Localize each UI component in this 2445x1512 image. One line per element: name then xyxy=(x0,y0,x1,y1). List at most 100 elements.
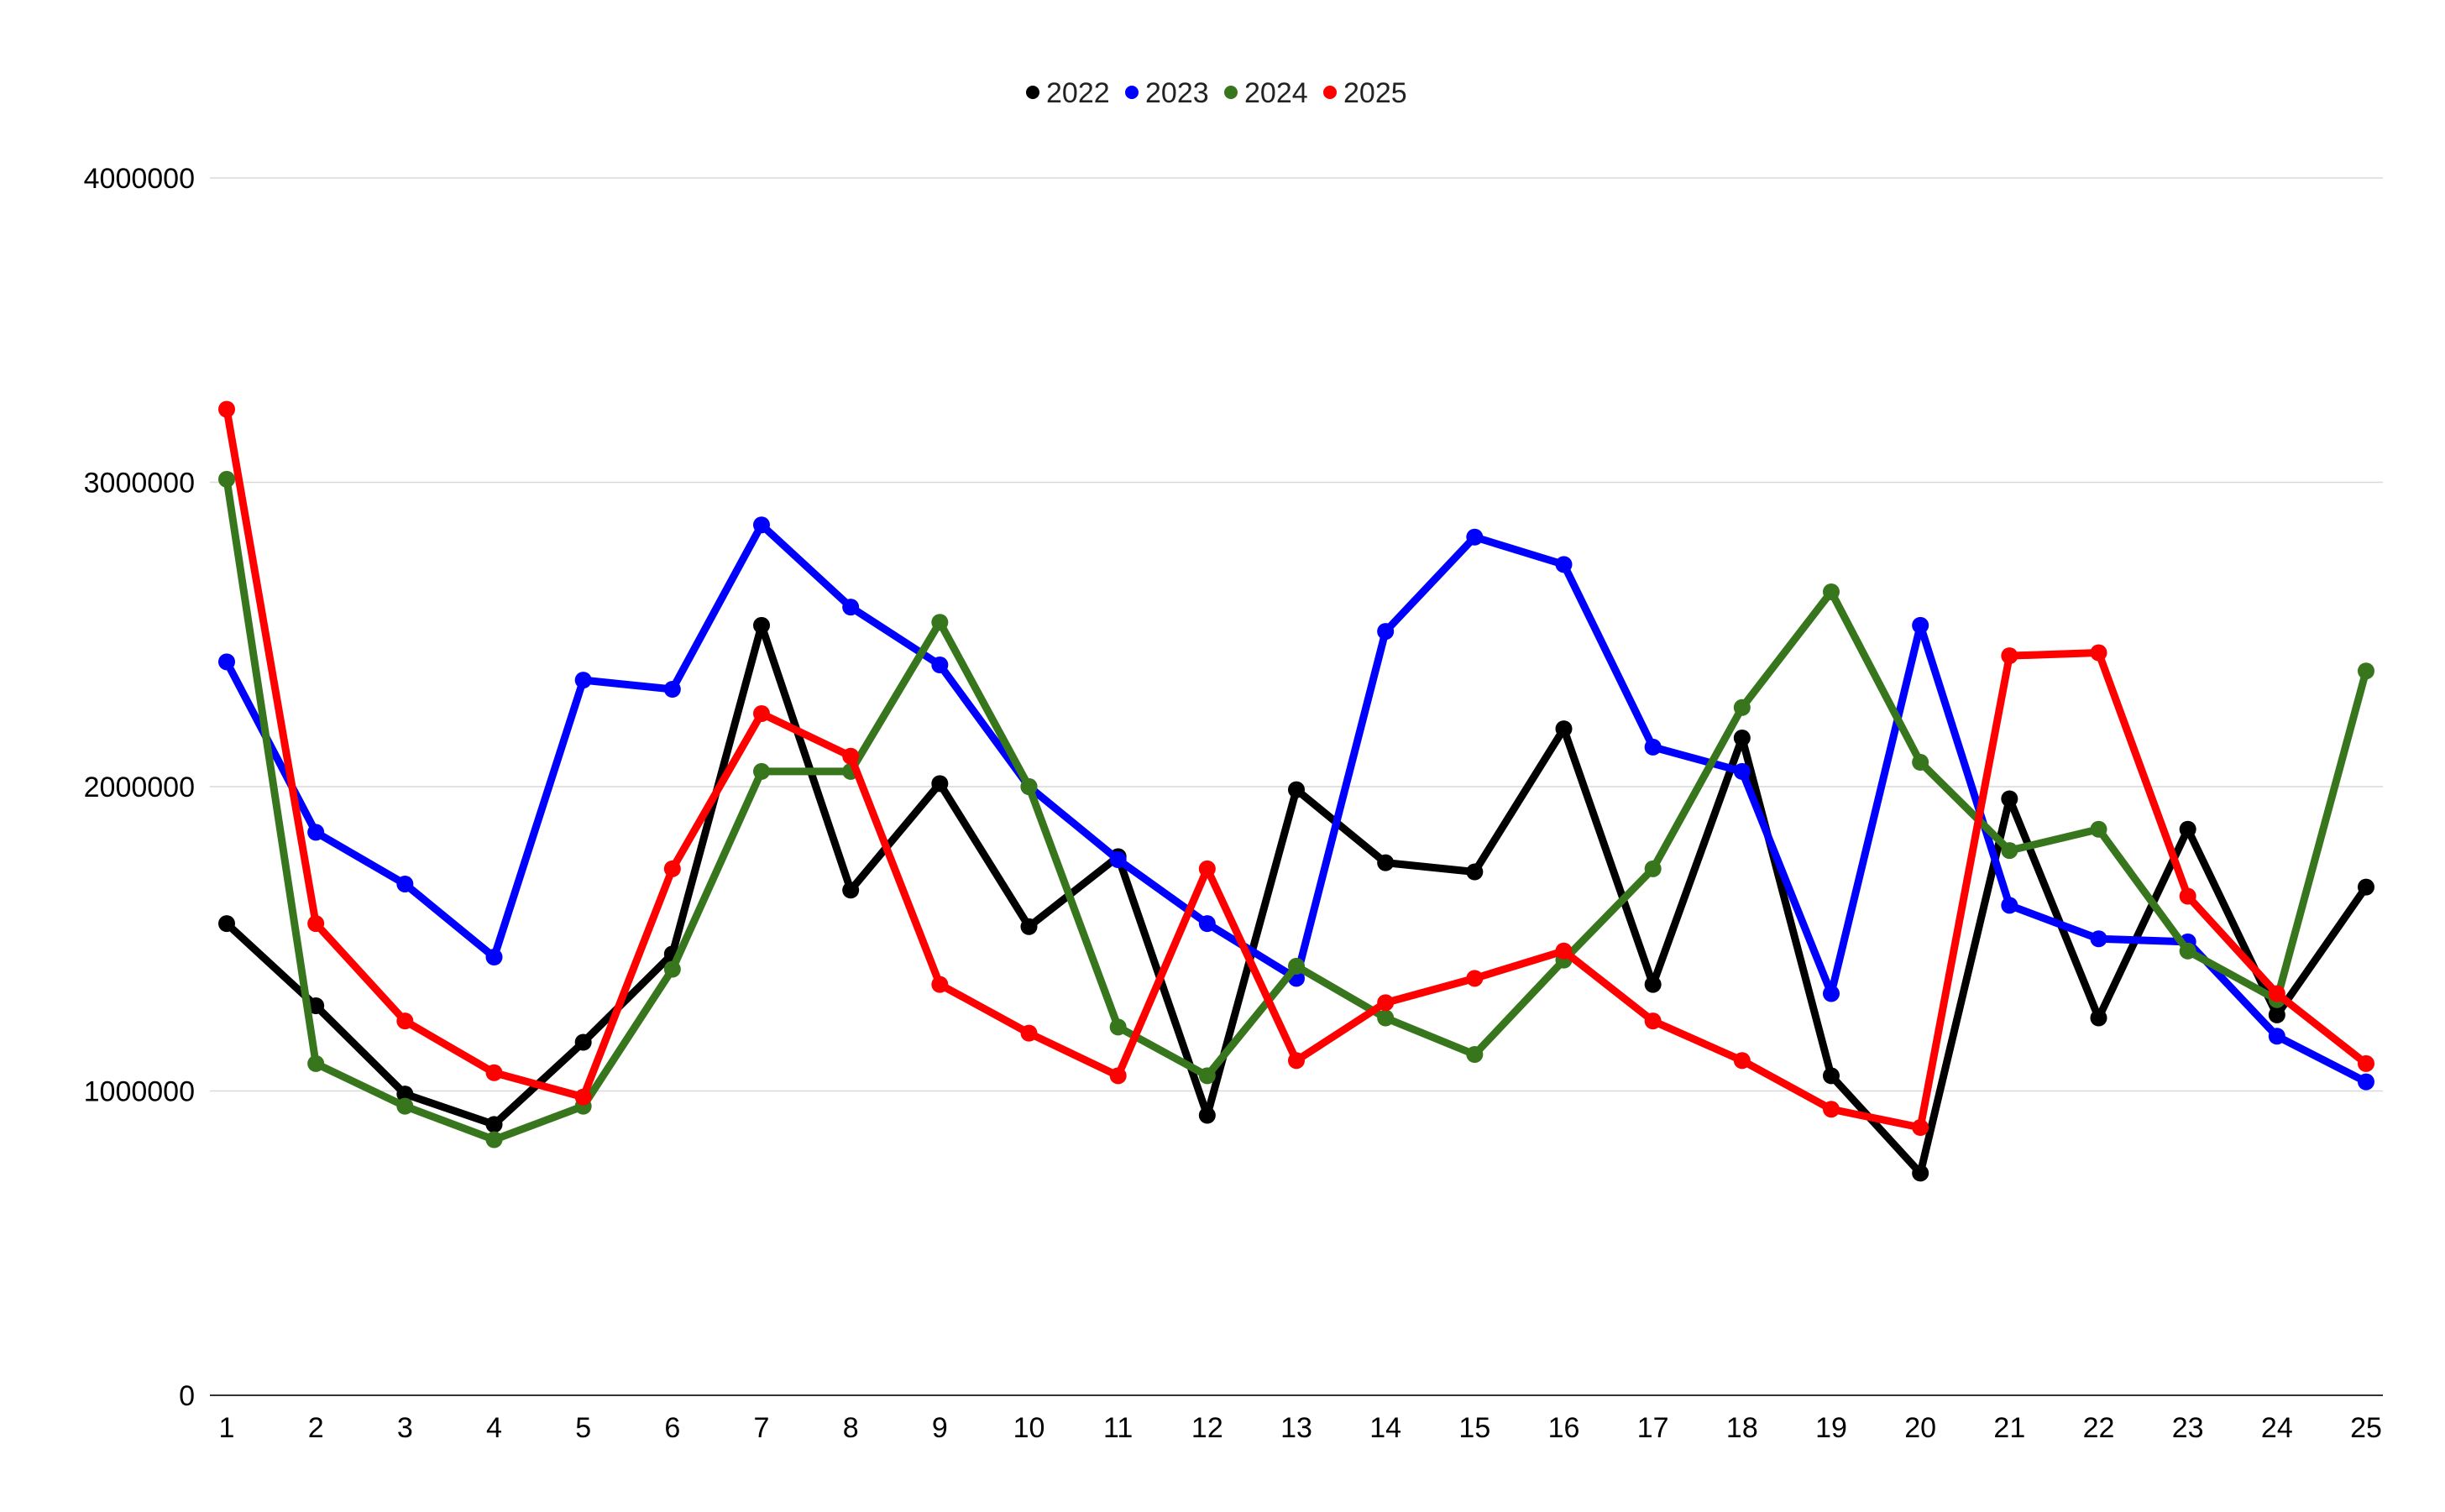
series-2022 xyxy=(218,616,2374,1182)
data-point xyxy=(1020,918,1038,935)
data-point xyxy=(1644,976,1662,993)
x-tick-label: 25 xyxy=(2350,1412,2382,1444)
data-point xyxy=(2358,878,2374,896)
data-point xyxy=(485,1116,503,1133)
y-tick-label: 2000000 xyxy=(84,772,195,803)
data-point xyxy=(307,1054,325,1072)
x-tick-label: 2 xyxy=(308,1412,324,1444)
x-tick-label: 8 xyxy=(843,1412,859,1444)
data-point xyxy=(574,1088,592,1106)
data-point xyxy=(1109,851,1127,868)
legend: 2022 2023 2024 2025 xyxy=(1026,77,1407,109)
data-point xyxy=(1377,854,1395,871)
data-point xyxy=(1377,623,1395,641)
y-tick-label: 1000000 xyxy=(84,1076,195,1108)
x-tick-label: 22 xyxy=(2083,1412,2115,1444)
x-tick-label: 14 xyxy=(1369,1412,1401,1444)
x-tick-label: 23 xyxy=(2172,1412,2204,1444)
data-point xyxy=(1288,957,1305,975)
x-tick-label: 7 xyxy=(754,1412,770,1444)
series-lines xyxy=(218,400,2374,1182)
x-tick-label: 20 xyxy=(1904,1412,1936,1444)
data-point xyxy=(218,653,235,671)
series-line xyxy=(223,475,2370,1143)
data-point xyxy=(1198,1067,1216,1085)
x-tick-label: 24 xyxy=(2261,1412,2293,1444)
data-point xyxy=(1823,583,1840,600)
data-point xyxy=(2090,1009,2107,1027)
x-tick-label: 13 xyxy=(1280,1412,1312,1444)
data-point xyxy=(2090,930,2107,948)
data-point xyxy=(663,960,681,978)
data-point xyxy=(1733,730,1751,746)
legend-label: 2022 xyxy=(1046,77,1110,109)
data-point xyxy=(1198,860,1216,877)
series-line xyxy=(223,405,2370,1132)
data-point xyxy=(1912,1119,1929,1136)
data-point xyxy=(574,1033,592,1051)
grid-lines xyxy=(210,177,2383,1092)
data-point xyxy=(931,976,949,993)
x-tick-label: 21 xyxy=(1993,1412,2025,1444)
data-point xyxy=(2358,1073,2374,1091)
data-point xyxy=(485,1131,503,1148)
data-point xyxy=(1377,1009,1395,1027)
data-point xyxy=(1466,1046,1484,1063)
data-point xyxy=(396,1012,414,1030)
data-point xyxy=(218,915,235,933)
data-point xyxy=(2268,1028,2285,1045)
legend-item: 2023 xyxy=(1125,77,1209,109)
legend-item: 2025 xyxy=(1323,77,1407,109)
legend-marker xyxy=(1125,86,1139,99)
data-point xyxy=(1644,1012,1662,1030)
data-point xyxy=(1466,863,1484,881)
x-tick-label: 16 xyxy=(1548,1412,1580,1444)
x-tick-label: 5 xyxy=(575,1412,591,1444)
data-point xyxy=(2268,1006,2285,1023)
data-point xyxy=(1198,915,1216,933)
data-point xyxy=(931,775,949,793)
data-point xyxy=(2358,662,2374,680)
data-point xyxy=(2268,985,2285,1002)
data-point xyxy=(1912,616,1929,634)
data-point xyxy=(1912,754,1929,771)
data-point xyxy=(2179,942,2196,960)
data-point xyxy=(842,747,860,765)
x-tick-label: 10 xyxy=(1013,1412,1045,1444)
data-point xyxy=(218,470,235,488)
legend-label: 2025 xyxy=(1343,77,1407,109)
data-point xyxy=(1733,698,1751,716)
data-point xyxy=(1823,985,1840,1002)
series-2025 xyxy=(218,400,2374,1136)
legend-item: 2024 xyxy=(1224,77,1308,109)
data-point xyxy=(663,681,681,698)
data-point xyxy=(396,1086,414,1103)
data-point xyxy=(485,949,503,965)
data-point xyxy=(1823,1101,1840,1118)
x-tick-label: 4 xyxy=(486,1412,502,1444)
x-tick-label: 12 xyxy=(1191,1412,1223,1444)
data-point xyxy=(2179,820,2196,838)
data-point xyxy=(753,616,770,634)
data-point xyxy=(396,876,414,892)
legend-label: 2024 xyxy=(1244,77,1308,109)
data-point xyxy=(2001,647,2018,665)
data-point xyxy=(1020,778,1038,795)
data-point xyxy=(1912,1164,1929,1182)
data-point xyxy=(753,762,770,780)
data-point xyxy=(1555,942,1573,960)
legend-label: 2023 xyxy=(1145,77,1209,109)
x-tick-label: 9 xyxy=(932,1412,948,1444)
data-point xyxy=(2001,790,2018,808)
data-point xyxy=(1555,720,1573,738)
data-point xyxy=(485,1064,503,1081)
data-point xyxy=(2001,842,2018,860)
data-point xyxy=(2090,820,2107,838)
data-point xyxy=(1733,762,1751,780)
x-tick-label: 18 xyxy=(1726,1412,1758,1444)
data-point xyxy=(1823,1067,1840,1085)
data-point xyxy=(307,915,325,933)
data-point xyxy=(218,400,235,418)
y-tick-label: 3000000 xyxy=(84,468,195,500)
